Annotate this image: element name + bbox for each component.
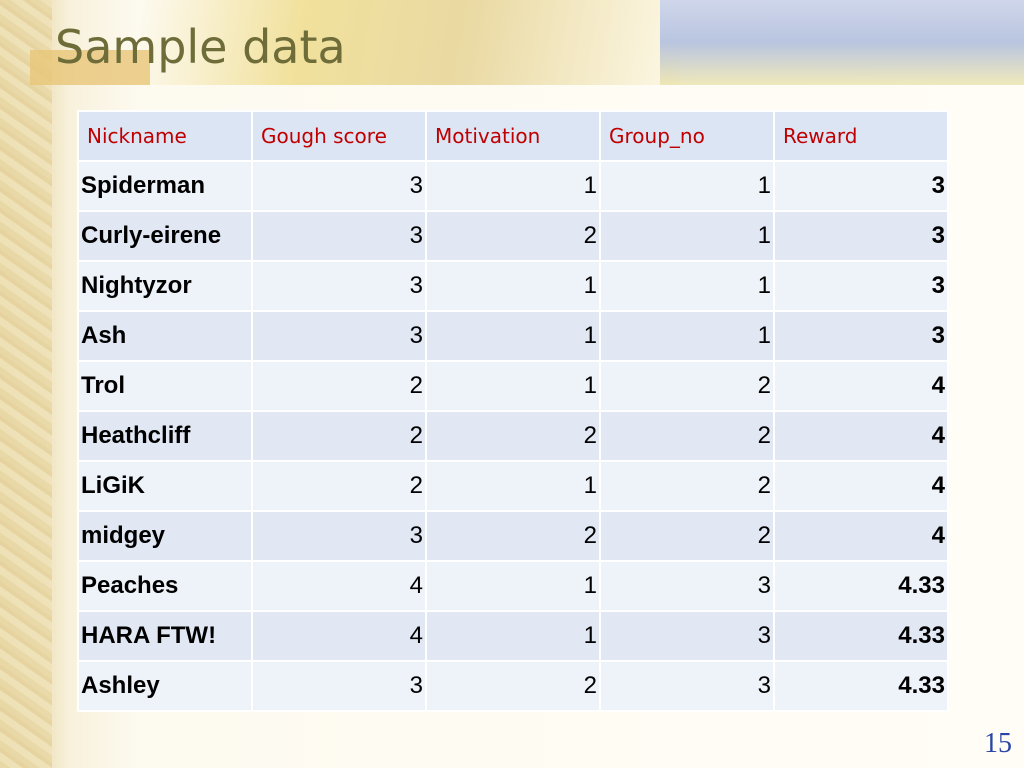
value-cell: 2 xyxy=(251,360,427,412)
value-cell: 4.33 xyxy=(773,560,949,612)
value-cell: 2 xyxy=(425,210,601,262)
name-cell: midgey xyxy=(77,510,253,562)
value-cell: 1 xyxy=(599,260,775,312)
value-cell: 3 xyxy=(773,210,949,262)
value-cell: 3 xyxy=(251,310,427,362)
value-cell: 3 xyxy=(251,210,427,262)
value-cell: 3 xyxy=(599,610,775,662)
header-cell: Motivation xyxy=(425,110,601,162)
value-cell: 4.33 xyxy=(773,660,949,712)
name-cell: Nightyzor xyxy=(77,260,253,312)
value-cell: 1 xyxy=(425,560,601,612)
name-cell: Heathcliff xyxy=(77,410,253,462)
value-cell: 3 xyxy=(251,260,427,312)
table-body: Spiderman 3 1 1 3 Curly-eirene 3 2 1 3 Nightyzor 3 1… xyxy=(77,160,949,712)
side-texture xyxy=(0,0,52,768)
value-cell: 3 xyxy=(773,260,949,312)
value-cell: 3 xyxy=(599,560,775,612)
header-cell: Gough score xyxy=(251,110,427,162)
data-table: Nickname Gough score Motivation Group_no Rew… xyxy=(77,110,949,712)
name-cell: Ash xyxy=(77,310,253,362)
value-cell: 1 xyxy=(425,460,601,512)
name-cell: Curly-eirene xyxy=(77,210,253,262)
value-cell: 2 xyxy=(425,660,601,712)
name-cell: Ashley xyxy=(77,660,253,712)
table-head: Nickname Gough score Motivation Group_no Rew… xyxy=(77,110,949,162)
value-cell: 4 xyxy=(773,410,949,462)
value-cell: 1 xyxy=(425,160,601,212)
table-row: midgey 3 2 2 4 xyxy=(77,510,949,562)
table-row: Spiderman 3 1 1 3 xyxy=(77,160,949,212)
value-cell: 3 xyxy=(251,510,427,562)
value-cell: 3 xyxy=(599,660,775,712)
value-cell: 2 xyxy=(425,410,601,462)
value-cell: 1 xyxy=(425,310,601,362)
table-row: Trol 2 1 2 4 xyxy=(77,360,949,412)
table-row: HARA FTW! 4 1 3 4.33 xyxy=(77,610,949,662)
value-cell: 2 xyxy=(251,460,427,512)
value-cell: 2 xyxy=(599,510,775,562)
name-cell: Trol xyxy=(77,360,253,412)
value-cell: 4 xyxy=(251,610,427,662)
value-cell: 1 xyxy=(425,610,601,662)
name-cell: LiGiK xyxy=(77,460,253,512)
value-cell: 4 xyxy=(773,460,949,512)
table-row: Heathcliff 2 2 2 4 xyxy=(77,410,949,462)
value-cell: 4.33 xyxy=(773,610,949,662)
value-cell: 3 xyxy=(251,660,427,712)
value-cell: 2 xyxy=(599,460,775,512)
value-cell: 2 xyxy=(251,410,427,462)
table-row: Ash 3 1 1 3 xyxy=(77,310,949,362)
name-cell: Spiderman xyxy=(77,160,253,212)
table-row: Curly-eirene 3 2 1 3 xyxy=(77,210,949,262)
value-cell: 3 xyxy=(773,160,949,212)
value-cell: 4 xyxy=(773,510,949,562)
value-cell: 4 xyxy=(773,360,949,412)
name-cell: Peaches xyxy=(77,560,253,612)
value-cell: 3 xyxy=(773,310,949,362)
value-cell: 1 xyxy=(425,360,601,412)
top-decoration xyxy=(660,0,1024,85)
header-cell: Group_no xyxy=(599,110,775,162)
slide-title: Sample data xyxy=(55,20,346,74)
name-cell: HARA FTW! xyxy=(77,610,253,662)
value-cell: 1 xyxy=(599,210,775,262)
value-cell: 3 xyxy=(251,160,427,212)
top-decoration xyxy=(140,0,680,85)
value-cell: 2 xyxy=(599,410,775,462)
value-cell: 2 xyxy=(425,510,601,562)
value-cell: 1 xyxy=(425,260,601,312)
title-accent xyxy=(30,50,150,85)
page-number: 15 xyxy=(984,728,1012,759)
table-row: Nightyzor 3 1 1 3 xyxy=(77,260,949,312)
table-row: LiGiK 2 1 2 4 xyxy=(77,460,949,512)
value-cell: 2 xyxy=(599,360,775,412)
value-cell: 4 xyxy=(251,560,427,612)
header-cell: Nickname xyxy=(77,110,253,162)
table-row: Ashley 3 2 3 4.33 xyxy=(77,660,949,712)
header-cell: Reward xyxy=(773,110,949,162)
value-cell: 1 xyxy=(599,160,775,212)
value-cell: 1 xyxy=(599,310,775,362)
table-row: Peaches 4 1 3 4.33 xyxy=(77,560,949,612)
header-row: Nickname Gough score Motivation Group_no Rew… xyxy=(77,110,949,162)
